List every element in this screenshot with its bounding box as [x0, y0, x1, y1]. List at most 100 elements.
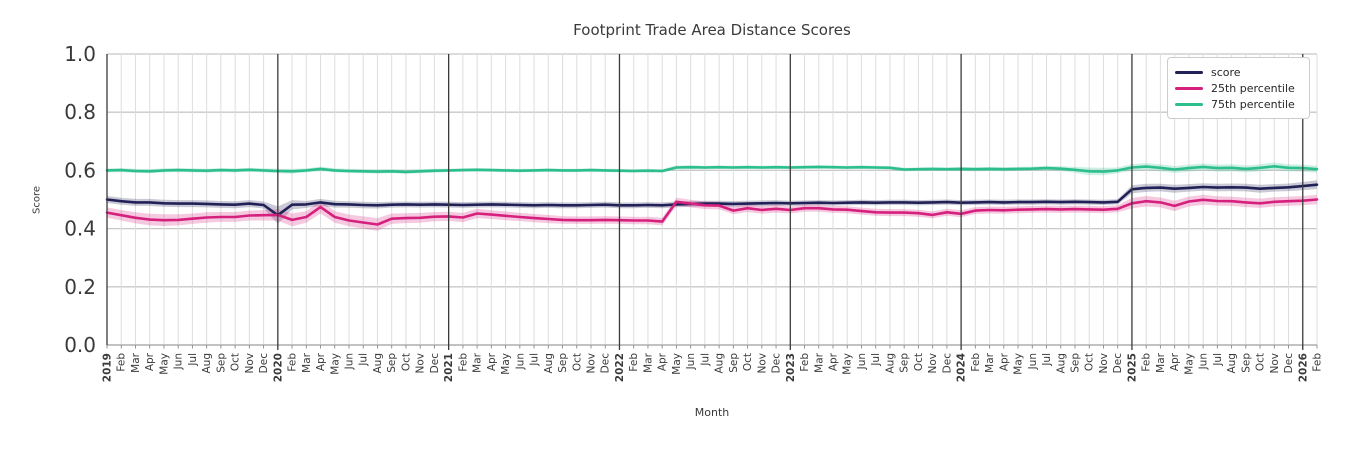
series-band-75th-percentile [107, 162, 1317, 176]
x-tick-label: Jul [870, 353, 882, 367]
x-tick-label: Oct [230, 353, 242, 371]
x-tick-label: Jul [187, 353, 199, 367]
x-tick-label: Apr [828, 352, 840, 371]
legend-swatch-score-icon [1175, 70, 1203, 74]
x-tick-label: Apr [1169, 352, 1181, 371]
x-tick-label: Jun [173, 353, 185, 370]
x-tick-label: Jun [344, 353, 356, 370]
x-tick-label: Nov [756, 353, 768, 374]
y-tick-label: 0.2 [64, 275, 96, 299]
x-tick-label: 2019 [102, 353, 114, 382]
series-line-75th-percentile [105, 165, 1319, 174]
x-tick-label: Feb [970, 353, 982, 372]
chart-title: Footprint Trade Area Distance Scores [573, 21, 851, 39]
x-tick-label: Sep [728, 353, 740, 373]
x-tick-label: Dec [771, 353, 783, 374]
x-tick-label: Nov [1098, 353, 1110, 374]
x-tick-label: Oct [913, 353, 925, 371]
x-tick-label: Sep [215, 353, 227, 373]
x-tick-label: Apr [998, 352, 1010, 371]
y-tick-label: 0.8 [64, 100, 96, 124]
x-tick-label: Mar [130, 352, 142, 372]
x-tick-label: Nov [415, 353, 427, 374]
y-tick-label: 1.0 [64, 42, 96, 66]
x-tick-label: Oct [1255, 353, 1267, 371]
x-tick-label: Feb [799, 353, 811, 372]
x-tick-label: Mar [472, 352, 484, 372]
x-tick-label: Feb [457, 353, 469, 372]
legend-label-score: score [1211, 65, 1241, 79]
x-tick-label: Feb [1312, 353, 1324, 372]
x-tick-label: Jun [514, 353, 526, 370]
x-tick-label: May [500, 353, 512, 375]
y-tick-label: 0.4 [64, 217, 96, 241]
x-tick-label: 2025 [1126, 353, 1138, 382]
y-tick-label: 0.6 [64, 158, 96, 182]
x-tick-label: Mar [1155, 352, 1167, 372]
legend-item-25th-percentile: 25th percentile [1175, 80, 1301, 96]
series-band-25th-percentile [107, 194, 1317, 231]
x-tick-label: Feb [628, 353, 640, 372]
x-tick-label: Sep [1070, 353, 1082, 373]
x-tick-label: Dec [1112, 353, 1124, 374]
legend-label-75th-percentile: 75th percentile [1211, 97, 1295, 111]
x-tick-label: Oct [1084, 353, 1096, 371]
x-tick-label: Nov [927, 353, 939, 374]
x-tick-label: 2026 [1297, 353, 1309, 382]
x-tick-label: Nov [1269, 353, 1281, 374]
x-tick-label: Oct [571, 353, 583, 371]
x-tick-label: Aug [1226, 353, 1238, 374]
legend-item-score: score [1175, 64, 1301, 80]
series-line-score [105, 183, 1319, 217]
x-tick-label: Dec [600, 353, 612, 374]
x-tick-label: May [1183, 353, 1195, 375]
x-tick-label: 2020 [272, 353, 284, 382]
x-tick-label: 2021 [443, 353, 455, 382]
x-tick-label: May [1013, 353, 1025, 375]
x-tick-label: Jul [699, 353, 711, 367]
x-tick-label: Apr [657, 352, 669, 371]
x-tick-label: Mar [813, 352, 825, 372]
legend: score 25th percentile 75th percentile [1167, 57, 1310, 119]
x-tick-label: Apr [144, 352, 156, 371]
x-tick-label: Aug [714, 353, 726, 374]
x-tick-label: Apr [315, 352, 327, 371]
x-tick-label: Aug [543, 353, 555, 374]
x-tick-label: Jul [1212, 353, 1224, 367]
x-tick-label: May [671, 353, 683, 375]
x-tick-label: Aug [884, 353, 896, 374]
legend-label-25th-percentile: 25th percentile [1211, 81, 1295, 95]
x-tick-label: Jun [1027, 353, 1039, 370]
legend-item-75th-percentile: 75th percentile [1175, 96, 1301, 112]
x-tick-label: Feb [1141, 353, 1153, 372]
x-tick-label: Jul [1041, 353, 1053, 367]
x-tick-label: Jul [358, 353, 370, 367]
x-tick-label: Aug [201, 353, 213, 374]
x-tick-label: 2022 [614, 353, 626, 382]
x-tick-label: Sep [386, 353, 398, 373]
legend-swatch-25th-percentile-icon [1175, 86, 1203, 90]
series-band-score [107, 180, 1317, 224]
x-tick-label: Sep [1240, 353, 1252, 373]
x-tick-label: Nov [244, 353, 256, 374]
x-tick-label: Jul [529, 353, 541, 367]
y-axis-title: Score [31, 185, 43, 215]
x-tick-label: Dec [429, 353, 441, 374]
legend-swatch-75th-percentile-icon [1175, 102, 1203, 106]
x-tick-label: Mar [301, 352, 313, 372]
x-tick-label: Oct [742, 353, 754, 371]
x-tick-label: May [329, 353, 341, 375]
x-tick-label: Mar [642, 352, 654, 372]
x-tick-label: Sep [899, 353, 911, 373]
x-tick-label: Feb [287, 353, 299, 372]
series-line-25th-percentile [105, 198, 1319, 226]
x-tick-label: Aug [1055, 353, 1067, 374]
x-tick-label: Dec [941, 353, 953, 374]
x-tick-label: Jun [1198, 353, 1210, 370]
x-tick-label: Dec [258, 353, 270, 374]
x-tick-label: Aug [372, 353, 384, 374]
x-tick-label: Dec [1283, 353, 1295, 374]
x-tick-label: 2024 [956, 353, 968, 382]
x-tick-label: Sep [557, 353, 569, 373]
